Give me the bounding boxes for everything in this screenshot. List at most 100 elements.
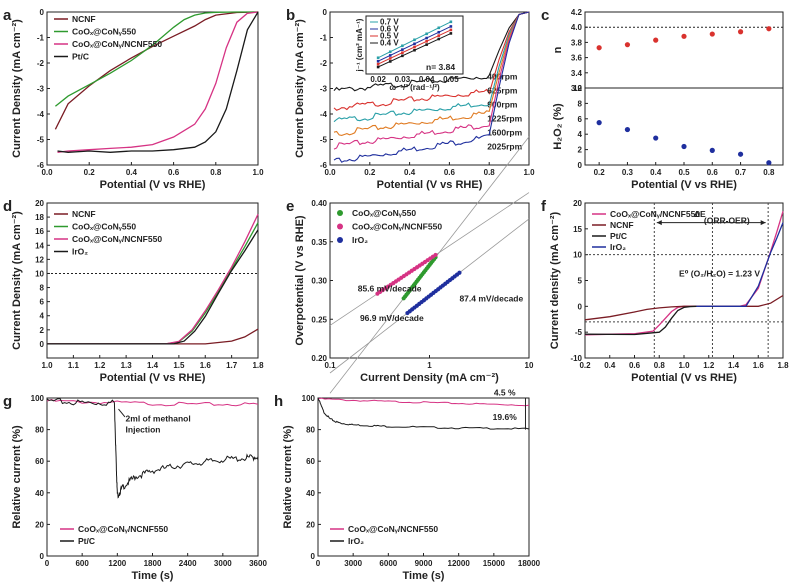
legend-entry: CoOₓ@CoNᵧ/NCNF550	[78, 524, 168, 534]
y-tick-label: 80	[35, 426, 44, 435]
series-line-3	[333, 11, 530, 136]
y-tick-label: -1	[37, 34, 45, 43]
inset-point	[376, 62, 380, 66]
decay-annotation: 4.5 %	[494, 388, 516, 398]
y-axis-label: Current Density (mA cm⁻²)	[294, 19, 306, 158]
rpm-label: 900rpm	[487, 100, 518, 110]
x-tick-label: 6000	[379, 559, 397, 568]
x-tick-label: 1.0	[678, 361, 690, 370]
y-tick-label: 6	[40, 298, 45, 307]
y-tick-label: -5	[320, 136, 328, 145]
x-tick-label: 0.4	[650, 168, 662, 177]
inset-point	[437, 30, 441, 34]
y-tick-label: 15	[573, 225, 582, 234]
y-tick-label: -6	[320, 161, 328, 170]
legend-entry: IrO₂	[348, 536, 364, 546]
y-tick-label: 60	[35, 457, 44, 466]
x-tick-label: 0.6	[629, 361, 641, 370]
inset-point	[437, 26, 441, 30]
series-line-4	[333, 11, 530, 150]
series-line-0	[47, 328, 259, 345]
panel-g: 0 600 1200 1800 2400 3000 3600 Time (s) 0 20 40 60 8…	[3, 393, 267, 582]
legend-entry: CoOₓ@CoNᵧ550	[352, 208, 416, 218]
series-line-2	[333, 11, 530, 123]
x-axis-label: Potential (V vs RHE)	[631, 372, 737, 384]
series-line-0	[46, 398, 259, 407]
x-tick-label: 1	[427, 361, 432, 370]
x-tick-label: 0	[316, 559, 321, 568]
x-tick-label: 1800	[144, 559, 162, 568]
n-point	[737, 29, 744, 35]
x-tick-label: 0.0	[41, 168, 53, 177]
n-point	[653, 37, 659, 43]
y-tick-label: 40	[306, 489, 315, 498]
y-tick-label: 80	[306, 426, 315, 435]
x-tick-label: 0.0	[324, 168, 336, 177]
x-tick-label: 3000	[344, 559, 362, 568]
inset-point	[401, 51, 404, 55]
legend-entry: IrO₂	[352, 235, 368, 245]
y-tick-label: 6	[578, 115, 583, 124]
inset-point	[449, 25, 453, 28]
y-tick-label: 0	[40, 8, 45, 17]
h2o2-point	[766, 160, 772, 166]
h2o2-point	[681, 143, 687, 150]
inset-x-tick-label: 0.05	[443, 75, 459, 84]
rpm-label: 1600rpm	[487, 128, 522, 138]
y-tick-label: 100	[302, 394, 316, 403]
y-tick-label: 20	[306, 520, 315, 529]
x-tick-label: 0.5	[678, 168, 690, 177]
y-tick-label: 20	[35, 520, 44, 529]
x-tick-label: 0.8	[484, 168, 496, 177]
y-tick-label: -2	[37, 59, 45, 68]
rpm-label: 1225rpm	[487, 114, 522, 124]
y-tick-label: 16	[35, 227, 44, 236]
panel-h: 0 3000 6000 9000 12000 15000 18000 Time (s) 0 20 4…	[274, 388, 541, 582]
x-tick-label: 1.8	[777, 361, 789, 370]
y-axis-label: Relative current (%)	[11, 425, 23, 529]
rpm-label: 2025rpm	[487, 142, 522, 152]
x-tick-label: 0.8	[210, 168, 222, 177]
y-tick-label: 10	[35, 269, 44, 278]
y-tick-label: -5	[575, 328, 583, 337]
inset-legend-entry: 0.7 V	[380, 18, 399, 27]
injection-annotation: Injection	[126, 425, 161, 435]
x-tick-label: 1.2	[703, 361, 715, 370]
y-axis-label: Current density (mA cm⁻²)	[549, 211, 561, 349]
plot-frame	[584, 11, 784, 89]
series-line-5	[333, 11, 530, 163]
legend-entry: NCNF	[72, 209, 96, 219]
y-tick-label: 0.40	[311, 199, 327, 208]
inset-point	[388, 54, 392, 57]
y-tick-label: 3.4	[571, 69, 583, 78]
n-point	[709, 31, 715, 37]
y-tick-label: -4	[320, 110, 328, 119]
y-tick-label: 0	[40, 552, 45, 561]
panel-label: h	[274, 393, 283, 410]
y-tick-label: 0.20	[311, 354, 327, 363]
inset-point	[425, 36, 428, 40]
inset-point	[388, 50, 392, 54]
legend-entry: Pt/C	[610, 231, 627, 241]
tafel-point	[457, 270, 462, 275]
inset-kl-plot: 0.02 0.03 0.04 0.05ω⁻¹/² (rad⁻¹/²) j⁻¹ (cm² …	[355, 15, 464, 92]
y-tick-label: 20	[573, 199, 582, 208]
x-tick-label: 0.2	[594, 168, 606, 177]
x-tick-label: 0.3	[622, 168, 634, 177]
x-tick-label: 0.4	[604, 361, 616, 370]
y-tick-label: 0.30	[311, 277, 327, 286]
injection-annotation: 2ml of methanol	[126, 414, 191, 424]
tafel-point	[433, 252, 438, 258]
y-axis-label: Relative current (%)	[282, 425, 294, 529]
x-tick-label: 0.6	[168, 168, 180, 177]
rpm-label: 625rpm	[487, 86, 518, 96]
panel-label: g	[3, 393, 12, 410]
x-axis-label: Potential (V vs RHE)	[377, 179, 483, 191]
inset-point	[425, 40, 428, 43]
inset-x-tick-label: 0.03	[395, 75, 411, 84]
panel-label: e	[286, 198, 294, 215]
x-axis-label: Current Density (mA cm⁻²)	[360, 372, 499, 384]
decay-annotation: 19.6%	[493, 412, 518, 422]
h2o2-point	[709, 147, 715, 153]
